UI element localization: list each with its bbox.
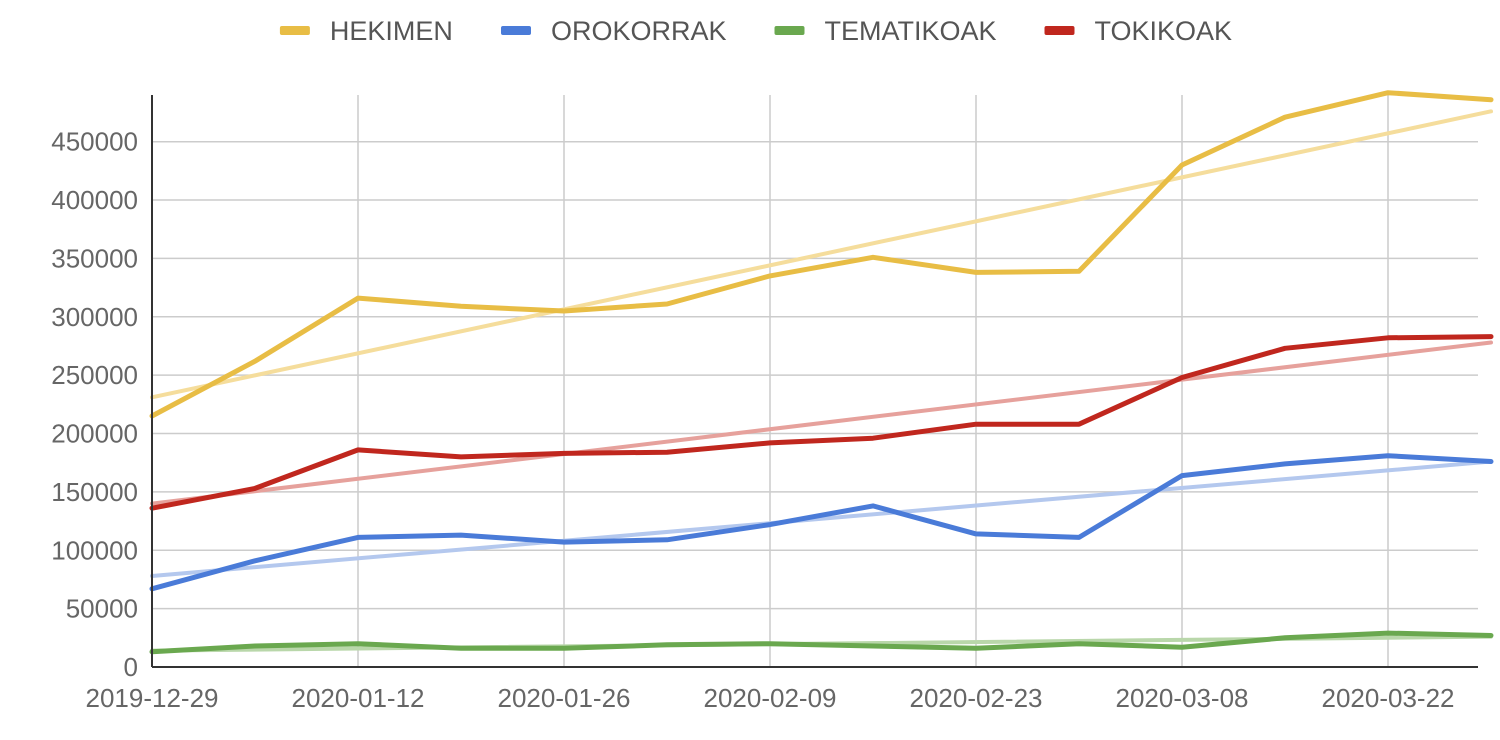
legend-item-hekimen: HEKIMEN [279, 16, 453, 46]
legend-swatch [279, 26, 310, 35]
legend-item-orokorrak: OROKORRAK [501, 16, 727, 46]
x-tick-label: 2020-01-12 [292, 683, 425, 713]
x-tick-label: 2020-03-22 [1322, 683, 1455, 713]
legend-label: HEKIMEN [330, 16, 453, 46]
trendline-orokorrak [150, 459, 1493, 578]
legend-swatch [774, 26, 805, 35]
y-tick-label: 450000 [51, 127, 138, 157]
x-tick-label: 2020-02-09 [704, 683, 837, 713]
series-line-hekimen [149, 90, 1494, 419]
y-tick-label: 100000 [51, 535, 138, 565]
x-tick-label: 2020-02-23 [910, 683, 1043, 713]
trendline-hekimen [150, 109, 1493, 400]
series-lines [149, 90, 1494, 655]
x-tick-label: 2020-01-26 [498, 683, 631, 713]
y-axis-ticks: 0 50000 100000 150000 200000 250000 300000 3500… [51, 127, 138, 682]
legend-item-tematikoak: TEMATIKOAK [774, 16, 997, 46]
x-tick-label: 2019-12-29 [86, 683, 219, 713]
grid [152, 95, 1478, 667]
y-tick-label: 350000 [51, 243, 138, 273]
legend-label: OROKORRAK [551, 16, 727, 46]
series-line-tematikoak [149, 630, 1494, 655]
y-tick-label: 150000 [51, 477, 138, 507]
y-tick-label: 400000 [51, 185, 138, 215]
y-tick-label: 0 [124, 652, 138, 682]
legend-swatch [501, 26, 531, 35]
x-tick-label: 2020-03-08 [1116, 683, 1249, 713]
series-line-orokorrak [149, 453, 1494, 592]
legend: HEKIMEN OROKORRAK TEMATIKOAK TOKIKOAK [279, 16, 1233, 46]
trendlines [150, 109, 1493, 653]
y-tick-label: 300000 [51, 302, 138, 332]
legend-label: TOKIKOAK [1095, 16, 1233, 46]
legend-swatch [1044, 26, 1075, 35]
legend-item-tokikoak: TOKIKOAK [1044, 16, 1233, 46]
y-tick-label: 50000 [66, 594, 138, 624]
legend-label: TEMATIKOAK [825, 16, 997, 46]
x-axis-ticks: 2019-12-29 2020-01-12 2020-01-26 2020-02-09… [86, 683, 1455, 713]
axes [151, 95, 1478, 668]
series-line-tokikoak [149, 334, 1494, 511]
y-tick-label: 250000 [51, 360, 138, 390]
trendline-tokikoak [150, 340, 1493, 506]
y-tick-label: 200000 [51, 419, 138, 449]
